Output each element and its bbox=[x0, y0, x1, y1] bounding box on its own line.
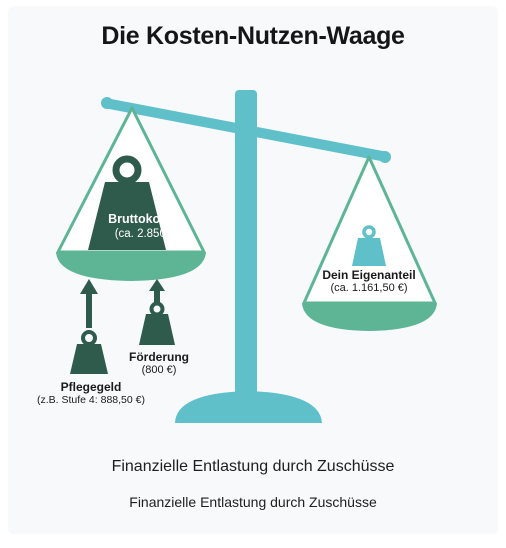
gross-cost-weight-icon bbox=[88, 155, 166, 250]
caption-secondary: Finanzielle Entlastung durch Zuschüsse bbox=[129, 494, 377, 510]
pflegegeld-value: (z.B. Stufe 4: 888,50 €) bbox=[37, 394, 145, 406]
gross-cost-label: Bruttokosten (ca. 2.850 €) bbox=[95, 212, 199, 240]
scale-beam bbox=[104, 98, 388, 162]
caption-primary: Finanzielle Entlastung durch Zuschüsse bbox=[111, 458, 395, 475]
pflegegeld-weight-icon bbox=[70, 330, 108, 374]
scale-base bbox=[175, 391, 322, 423]
pflegegeld-label: Pflegegeld (z.B. Stufe 4: 888,50 €) bbox=[36, 380, 146, 406]
gross-cost-title: Bruttokosten bbox=[108, 212, 186, 226]
own-share-value: (ca. 1.161,50 €) bbox=[330, 282, 408, 294]
page-title: Die Kosten-Nutzen-Waage bbox=[101, 22, 405, 50]
gross-cost-value: (ca. 2.850 €) bbox=[114, 228, 180, 240]
foerderung-value: (800 €) bbox=[141, 364, 177, 376]
right-pan bbox=[302, 155, 437, 331]
foerderung-title: Förderung bbox=[129, 350, 189, 364]
scale-pillar bbox=[235, 90, 257, 395]
beam-end-right bbox=[379, 151, 391, 163]
foerderung-label: Förderung (800 €) bbox=[126, 350, 192, 376]
pflegegeld-title: Pflegegeld bbox=[60, 380, 122, 394]
own-share-label: Dein Eigenanteil (ca. 1.161,50 €) bbox=[310, 268, 428, 294]
foerderung-weight-icon bbox=[139, 301, 175, 345]
arrow-up-icon-pflegegeld bbox=[80, 279, 98, 328]
beam-end-left bbox=[101, 97, 113, 109]
own-share-title: Dein Eigenanteil bbox=[322, 268, 416, 282]
own-share-weight-icon bbox=[352, 225, 386, 266]
arrow-up-icon-foerderung bbox=[149, 279, 165, 302]
